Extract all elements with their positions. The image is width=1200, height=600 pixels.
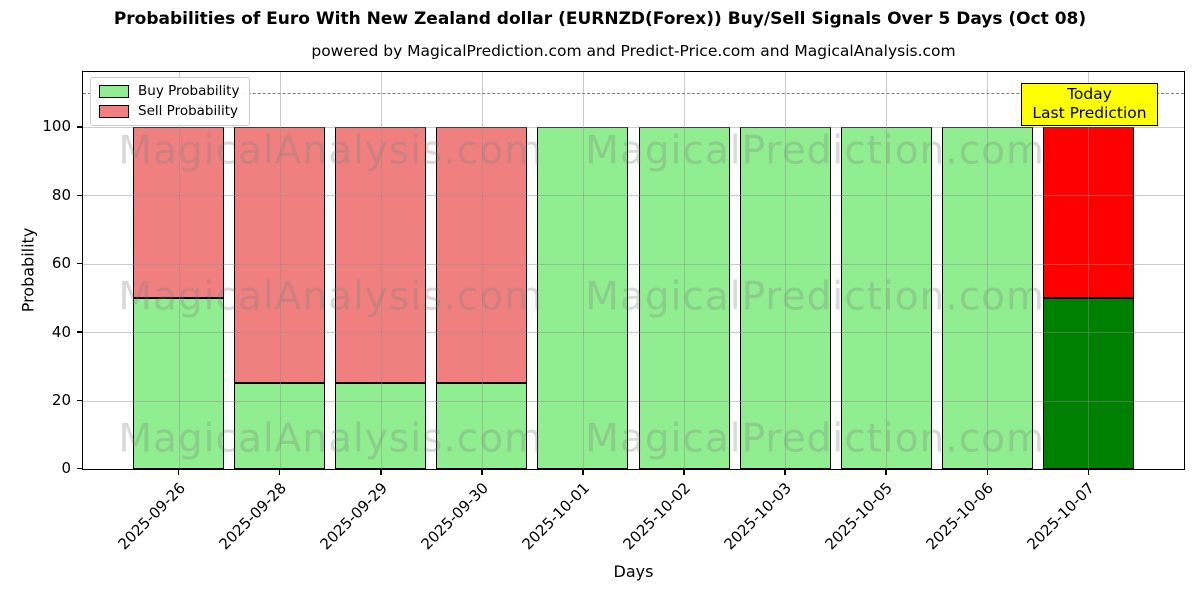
y-tick-mark — [77, 194, 82, 196]
legend: Buy Probability Sell Probability — [90, 77, 251, 126]
y-tick-mark — [77, 468, 82, 470]
y-tick-mark — [77, 399, 82, 401]
annotation-line-2: Last Prediction — [1032, 104, 1147, 122]
v-gridline — [785, 72, 787, 469]
v-gridline — [886, 72, 888, 469]
threshold-line — [83, 92, 1184, 94]
h-gridline — [83, 126, 1184, 128]
watermark-text: MagicalAnalysis.com — [118, 416, 544, 462]
x-tick-mark — [279, 470, 281, 475]
bar-segment-buy — [234, 383, 326, 469]
x-tick-mark — [986, 470, 988, 475]
y-tick-mark — [77, 263, 82, 265]
legend-item-buy: Buy Probability — [99, 84, 239, 99]
x-tick-label: 2025-10-06 — [922, 479, 997, 554]
v-gridline — [380, 72, 382, 469]
bar-segment-buy — [436, 383, 528, 469]
watermark-text: MagicalPrediction.com — [585, 416, 1046, 462]
legend-label-buy: Buy Probability — [138, 83, 240, 99]
legend-item-sell: Sell Probability — [99, 104, 239, 119]
watermark-text: MagicalAnalysis.com — [118, 274, 544, 320]
x-tick-mark — [683, 470, 685, 475]
v-gridline — [481, 72, 483, 469]
x-tick-label: 2025-09-28 — [215, 479, 290, 554]
v-gridline — [279, 72, 281, 469]
buy-swatch-icon — [99, 85, 129, 98]
legend-label-sell: Sell Probability — [138, 103, 239, 119]
bar-segment-sell — [1042, 126, 1134, 298]
chart-title: Probabilities of Euro With New Zealand d… — [113, 9, 1087, 29]
x-tick-label: 2025-10-07 — [1023, 479, 1098, 554]
watermark-text: MagicalPrediction.com — [585, 128, 1046, 174]
bar-segment-buy — [335, 383, 427, 469]
h-gridline — [83, 400, 1184, 402]
y-tick-label: 0 — [61, 459, 71, 478]
x-tick-mark — [380, 470, 382, 475]
x-tick-label: 2025-09-30 — [417, 479, 492, 554]
x-tick-label: 2025-10-02 — [619, 479, 694, 554]
plot-area: MagicalAnalysis.com MagicalPrediction.com… — [82, 71, 1185, 470]
bar-segment-sell — [234, 126, 326, 384]
x-tick-label: 2025-09-29 — [316, 479, 391, 554]
y-tick-label: 60 — [51, 254, 71, 273]
today-annotation: Today Last Prediction — [1021, 83, 1158, 126]
x-axis-label: Days — [613, 562, 654, 581]
x-tick-label: 2025-10-05 — [821, 479, 896, 554]
x-tick-mark — [582, 470, 584, 475]
y-tick-label: 100 — [42, 117, 71, 136]
v-gridline — [582, 72, 584, 469]
watermark-text: MagicalPrediction.com — [585, 274, 1046, 320]
bar-segment-sell — [335, 126, 427, 384]
x-tick-mark — [885, 470, 887, 475]
y-tick-mark — [77, 331, 82, 333]
bar-segment-buy — [638, 126, 730, 469]
x-tick-mark — [178, 470, 180, 475]
bar-segment-sell — [436, 126, 528, 384]
sell-swatch-icon — [99, 105, 129, 118]
bar-segment-sell — [133, 126, 225, 298]
bar-segment-buy — [1042, 297, 1134, 469]
chart-subtitle: powered by MagicalPrediction.com and Pre… — [311, 42, 956, 60]
bar-segment-buy — [133, 297, 225, 469]
x-tick-label: 2025-10-03 — [720, 479, 795, 554]
y-tick-label: 20 — [51, 390, 71, 409]
bar-segment-buy — [941, 126, 1033, 469]
x-tick-mark — [481, 470, 483, 475]
v-gridline — [1088, 72, 1090, 469]
v-gridline — [987, 72, 989, 469]
h-gridline — [83, 263, 1184, 265]
h-gridline — [83, 195, 1184, 197]
x-tick-label: 2025-09-26 — [114, 479, 189, 554]
y-tick-label: 80 — [51, 185, 71, 204]
v-gridline — [684, 72, 686, 469]
annotation-line-1: Today — [1067, 85, 1112, 103]
y-tick-label: 40 — [51, 322, 71, 341]
bar-segment-buy — [537, 126, 629, 469]
watermark-text: MagicalAnalysis.com — [118, 128, 544, 174]
y-tick-mark — [77, 126, 82, 128]
bar-segment-buy — [739, 126, 831, 469]
x-tick-mark — [784, 470, 786, 475]
x-tick-label: 2025-10-01 — [518, 479, 593, 554]
x-tick-mark — [1087, 470, 1089, 475]
h-gridline — [83, 332, 1184, 334]
bar-segment-buy — [840, 126, 932, 469]
v-gridline — [178, 72, 180, 469]
